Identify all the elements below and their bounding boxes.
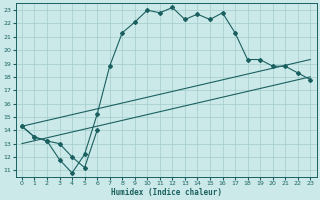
X-axis label: Humidex (Indice chaleur): Humidex (Indice chaleur) [111,188,221,197]
